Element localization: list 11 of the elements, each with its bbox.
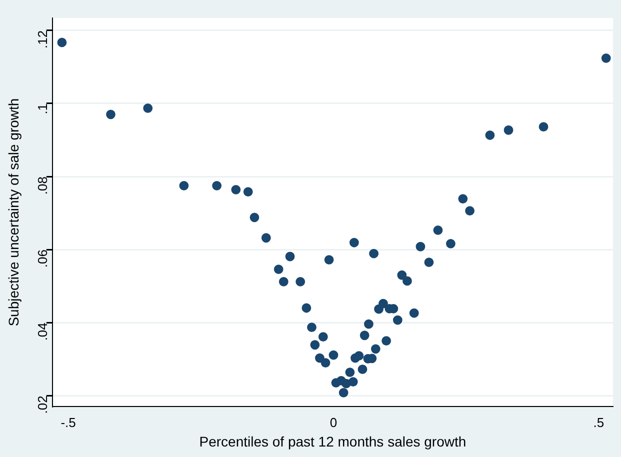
y-tick-label: .04 [34, 322, 50, 341]
y-tick-label: .06 [34, 250, 50, 268]
y-tick-label: .1 [34, 103, 50, 114]
x-axis-title: Percentiles of past 12 months sales growth [199, 433, 466, 450]
y-tick-label: .08 [34, 176, 50, 195]
y-axis-title: Subjective uncertainty of sale growth [5, 98, 22, 326]
x-tick-label: 0 [330, 414, 338, 430]
x-tick-label: .5 [593, 414, 604, 430]
x-tick-label: -.5 [60, 414, 76, 430]
y-tick-label: .12 [34, 30, 50, 48]
y-tick-label: .02 [34, 396, 50, 414]
